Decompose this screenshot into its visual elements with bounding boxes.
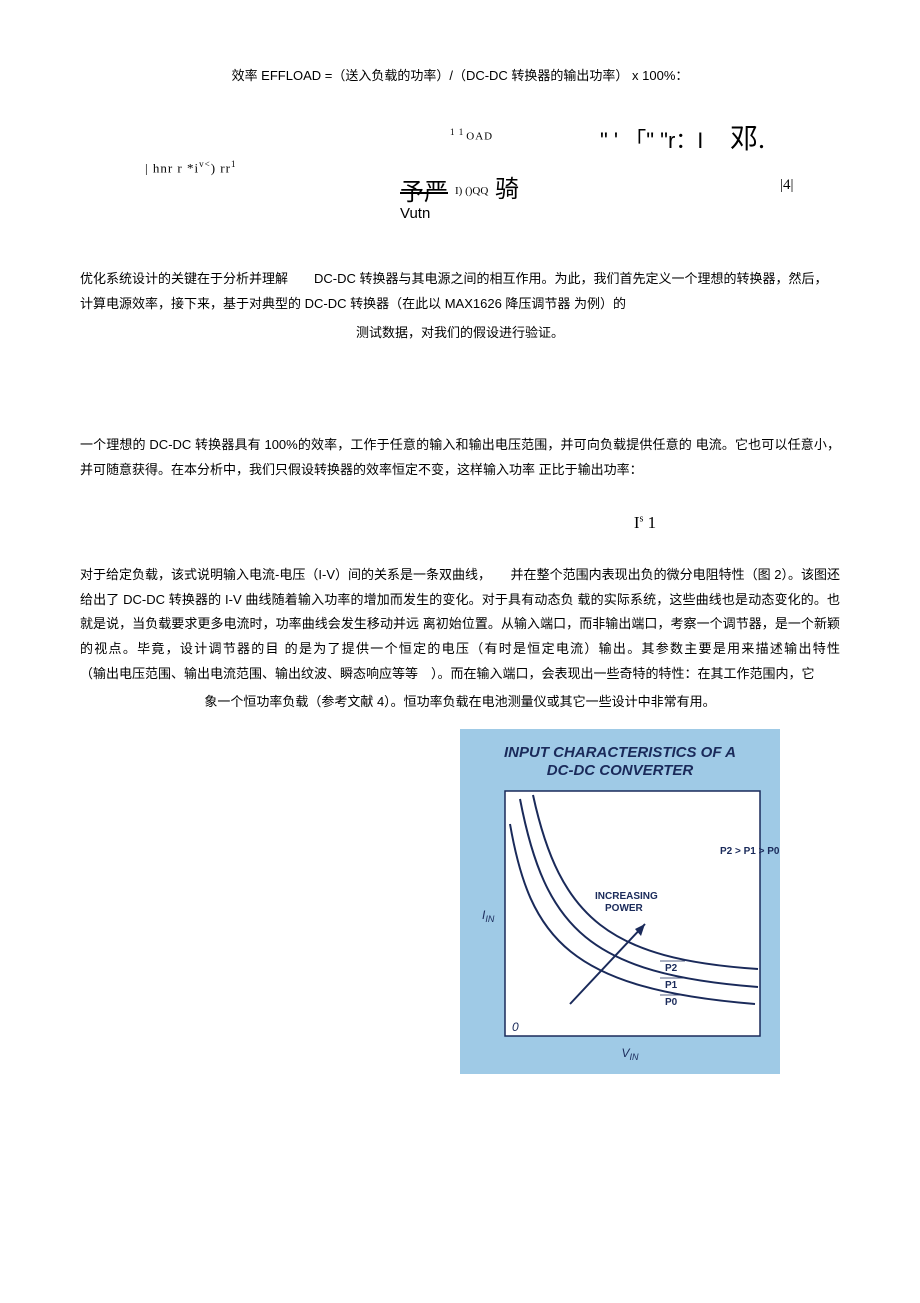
paragraph-ideal-converter: 一个理想的 DC-DC 转换器具有 100%的效率，工作于任意的输入和输出电压范… <box>80 433 840 482</box>
equation-number-4: |4| <box>780 177 794 194</box>
figure-title-line2: DC-DC CONVERTER <box>547 762 694 779</box>
figure-title-line1: INPUT CHARACTERISTICS OF A <box>504 744 736 761</box>
label-p1: P1 <box>665 980 678 991</box>
label-power: POWER <box>605 903 644 914</box>
figure-input-characteristics: INPUT CHARACTERISTICS OF A DC-DC CONVERT… <box>460 729 780 1074</box>
eq-fragment-big: 邓. <box>730 117 765 157</box>
paragraph-iv-curve: 对于给定负载，该式说明输入电流-电压（I-V）间的关系是一条双曲线， 并在整个范… <box>80 563 840 686</box>
axis-origin: 0 <box>512 1020 519 1034</box>
eq-fragment-strike: 予严 <box>400 172 448 207</box>
label-p2: P2 <box>665 963 678 974</box>
label-increasing: INCREASING <box>595 891 658 902</box>
eq-fragment-quotes: " ' 「" "r：I <box>600 123 703 155</box>
eq-load-text: 1 1OAD <box>450 127 493 143</box>
eq-fragment-vutn: Vutn <box>400 205 430 222</box>
paragraph-intro-tail: 测试数据，对我们的假设进行验证。 <box>80 321 840 346</box>
eq-fragment-qi: 骑 <box>495 169 519 204</box>
isolated-expression: Is 1 <box>450 513 840 533</box>
efficiency-definition: 效率 EFFLOAD =（送入负载的功率）/（DC-DC 转换器的输出功率） x… <box>80 64 840 87</box>
paragraph-intro: 优化系统设计的关键在于分析并理解 DC-DC 转换器与其电源之间的相互作用。为此… <box>80 267 840 316</box>
label-power-equation: P2 > P1 > P0 <box>720 846 780 857</box>
label-p0: P0 <box>665 997 678 1008</box>
paragraph-iv-curve-tail: 象一个恒功率负载（参考文献 4）。恒功率负载在电池测量仪或其它一些设计中非常有用… <box>80 690 840 715</box>
eq-fragment-sub: I) ()QQ <box>455 185 488 197</box>
eq-fragment-left: | hnr r *iv<) rr1 <box>145 159 236 176</box>
equation-block-4: 1 1OAD " ' 「" "r：I 邓. | hnr r *iv<) rr1 … <box>80 117 840 247</box>
